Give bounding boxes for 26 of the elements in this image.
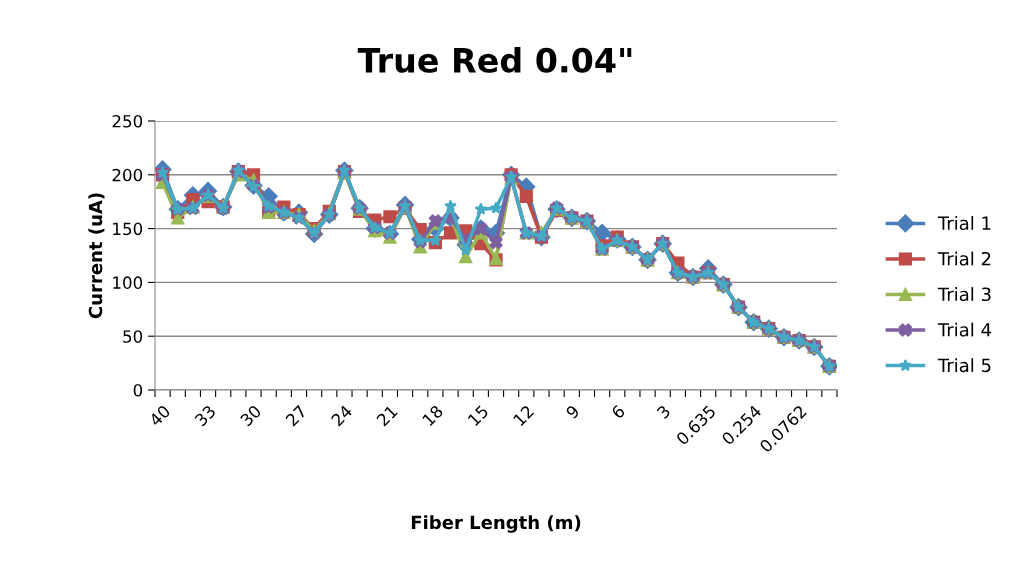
legend-label: Trial 5 (937, 358, 991, 373)
x-tick-label: 9 (565, 404, 581, 420)
x-tick-label: 33 (194, 404, 217, 427)
x-tick-label: 40 (148, 404, 171, 427)
y-tick-label: 0 (133, 383, 143, 397)
x-axis-title: Fiber Length (m) (411, 515, 581, 533)
chart-title: True Red 0.04" (357, 47, 632, 73)
x-tick-label: 3 (656, 404, 671, 420)
x-tick-label: 12 (512, 404, 535, 427)
legend-label: Trial 2 (937, 251, 991, 266)
y-tick-label: 50 (123, 330, 143, 343)
legend-label: Trial 4 (937, 322, 992, 337)
y-tick-label: 150 (113, 222, 143, 236)
x-tick-label: 18 (421, 404, 444, 427)
x-tick-label: 30 (239, 404, 262, 427)
x-tick-label: 6 (610, 404, 626, 420)
x-tick-label: 24 (330, 404, 353, 427)
x-tick-label: 27 (285, 404, 307, 427)
y-tick-label: 100 (113, 276, 143, 289)
x-tick-label: 21 (375, 404, 398, 427)
y-tick-label: 250 (112, 114, 143, 128)
y-tick-label: 200 (112, 168, 143, 182)
x-tick-label: 15 (467, 404, 489, 427)
y-axis-title: Current (uA) (88, 193, 105, 319)
legend-label: Trial 3 (937, 287, 991, 302)
legend-label: Trial 1 (937, 216, 991, 231)
